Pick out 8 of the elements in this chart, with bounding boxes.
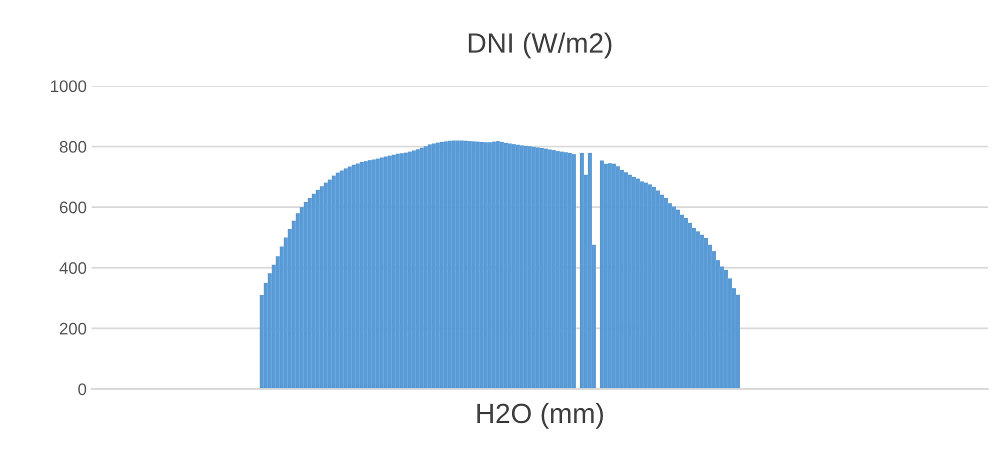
y-tick-label: 200	[60, 322, 86, 335]
y-tick-label: 0	[78, 383, 86, 396]
y-tick-label: 800	[60, 140, 86, 153]
y-tick-label: 600	[60, 202, 86, 214]
y-tick-label: 1000	[51, 80, 86, 92]
y-tick-label: 400	[59, 262, 86, 274]
x-axis-title: H2O (mm)	[477, 402, 603, 429]
chart-title: DNI (W/m2)	[468, 32, 612, 58]
